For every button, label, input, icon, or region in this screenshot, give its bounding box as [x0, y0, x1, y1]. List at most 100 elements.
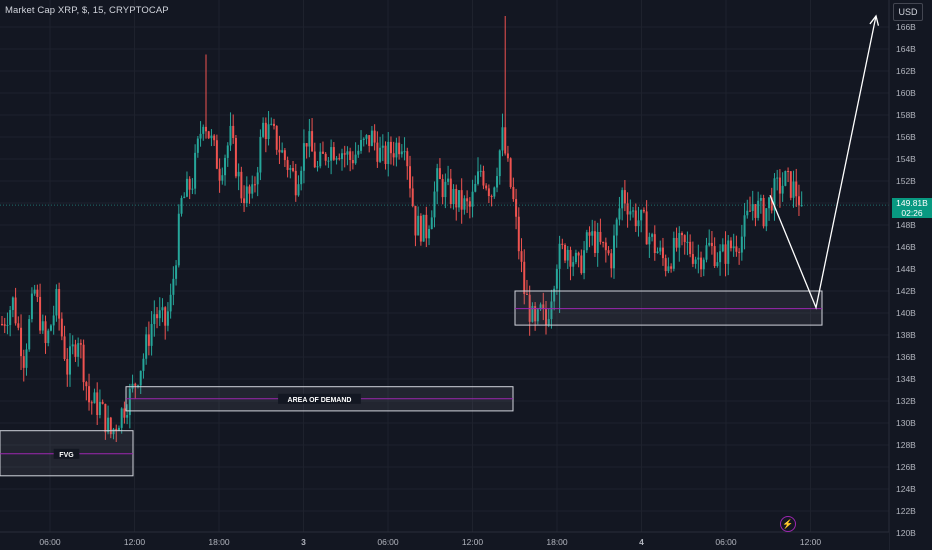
- price-axis[interactable]: 166B164B162B160B158B156B154B152B150B148B…: [888, 0, 932, 550]
- candle-body: [82, 344, 85, 383]
- candle-body: [259, 136, 262, 173]
- candle-body: [700, 257, 703, 270]
- candle-body: [409, 166, 411, 189]
- candle-body: [653, 234, 656, 254]
- candle-body: [792, 181, 795, 198]
- candle-body: [776, 177, 779, 179]
- candle-body: [109, 417, 112, 435]
- candle-body: [501, 127, 504, 151]
- candle-body: [659, 247, 662, 252]
- candle-body: [224, 157, 227, 176]
- candle-body: [447, 178, 450, 182]
- candle-body: [379, 147, 382, 162]
- price-axis-bg: [889, 0, 932, 550]
- candle-body: [93, 392, 96, 404]
- candle-body: [414, 205, 417, 236]
- candle-body: [651, 234, 654, 237]
- candle-body: [226, 145, 229, 158]
- candle-body: [496, 176, 499, 188]
- candle-body: [215, 140, 218, 169]
- candle-body: [517, 216, 520, 252]
- candle-body: [531, 306, 534, 322]
- candle-body: [697, 257, 700, 260]
- candle-body: [468, 201, 471, 207]
- candle-body: [275, 125, 278, 150]
- price-tick-label: 156B: [896, 132, 916, 142]
- candle-body: [705, 245, 708, 260]
- candle-body: [452, 189, 455, 205]
- candle-body: [199, 133, 202, 139]
- candle-body: [3, 324, 6, 326]
- candle-body: [615, 219, 618, 236]
- candle-body: [126, 415, 129, 418]
- candle-body: [463, 198, 466, 210]
- time-axis[interactable]: 06:00 12:00 18:00 3 06:00 12:00 18:00 4 06:00 12:…: [0, 531, 889, 550]
- candle-body: [321, 151, 324, 154]
- candle-body: [765, 208, 768, 227]
- candle-body: [346, 151, 349, 155]
- candle-body: [156, 314, 159, 319]
- candle-body: [387, 141, 390, 165]
- candle-body: [455, 189, 458, 208]
- candle-body: [498, 150, 501, 177]
- candle-body: [248, 186, 251, 194]
- price-tick-label: 144B: [896, 264, 916, 274]
- candle-body: [6, 325, 9, 327]
- candle-body: [656, 251, 659, 254]
- candle-body: [512, 186, 515, 200]
- time-tick-label: 18:00: [208, 537, 230, 547]
- candle-body: [474, 183, 477, 192]
- candle-body: [22, 356, 25, 368]
- candle-body: [770, 197, 773, 211]
- candle-body: [569, 249, 572, 267]
- candle-body: [370, 130, 373, 146]
- price-tick-label: 162B: [896, 66, 916, 76]
- candle-body: [599, 231, 602, 242]
- candle-body: [101, 401, 104, 404]
- price-tick-label: 122B: [896, 506, 916, 516]
- candle-body: [751, 204, 754, 211]
- price-tick-label: 148B: [896, 220, 916, 230]
- time-axis-bg: [0, 532, 889, 550]
- time-tick-label: 4: [639, 537, 644, 547]
- candle-body: [419, 215, 422, 242]
- candle-body: [403, 151, 406, 153]
- candle-body: [525, 293, 528, 295]
- candle-body: [128, 388, 131, 416]
- candle-body: [330, 147, 333, 161]
- symbol-title[interactable]: Market Cap XRP, $, 15, CRYPTOCAP: [5, 5, 169, 16]
- candle-body: [721, 244, 724, 252]
- candle-body: [36, 289, 39, 297]
- price-tick-label: 158B: [896, 110, 916, 120]
- candle-body: [115, 428, 118, 431]
- candle-body: [63, 336, 66, 360]
- candle-body: [69, 346, 71, 375]
- candle-body: [490, 196, 493, 198]
- price-tick-label: 164B: [896, 44, 916, 54]
- candle-body: [670, 266, 673, 269]
- zone-label: AREA OF DEMAND: [288, 397, 352, 404]
- price-tick-label: 136B: [896, 352, 916, 362]
- candle-body: [139, 370, 142, 386]
- price-tick-label: 126B: [896, 462, 916, 472]
- candle-body: [542, 304, 545, 309]
- candle-body: [781, 185, 784, 194]
- candle-body: [632, 210, 635, 212]
- candle-body: [297, 184, 300, 196]
- candle-body: [433, 191, 436, 218]
- candle-body: [757, 200, 760, 218]
- candle-body: [629, 211, 632, 215]
- candle-body: [161, 307, 164, 311]
- currency-button[interactable]: USD: [893, 3, 923, 21]
- price-tick-label: 166B: [896, 22, 916, 32]
- candle-body: [112, 428, 115, 435]
- candle-body: [708, 242, 711, 246]
- candle-body: [727, 240, 730, 264]
- lightning-icon[interactable]: ⚡: [780, 516, 796, 532]
- candle-body: [618, 208, 621, 220]
- candle-body: [460, 190, 463, 210]
- candle-body: [289, 168, 292, 170]
- candle-body: [724, 244, 727, 264]
- candle-body: [221, 175, 224, 181]
